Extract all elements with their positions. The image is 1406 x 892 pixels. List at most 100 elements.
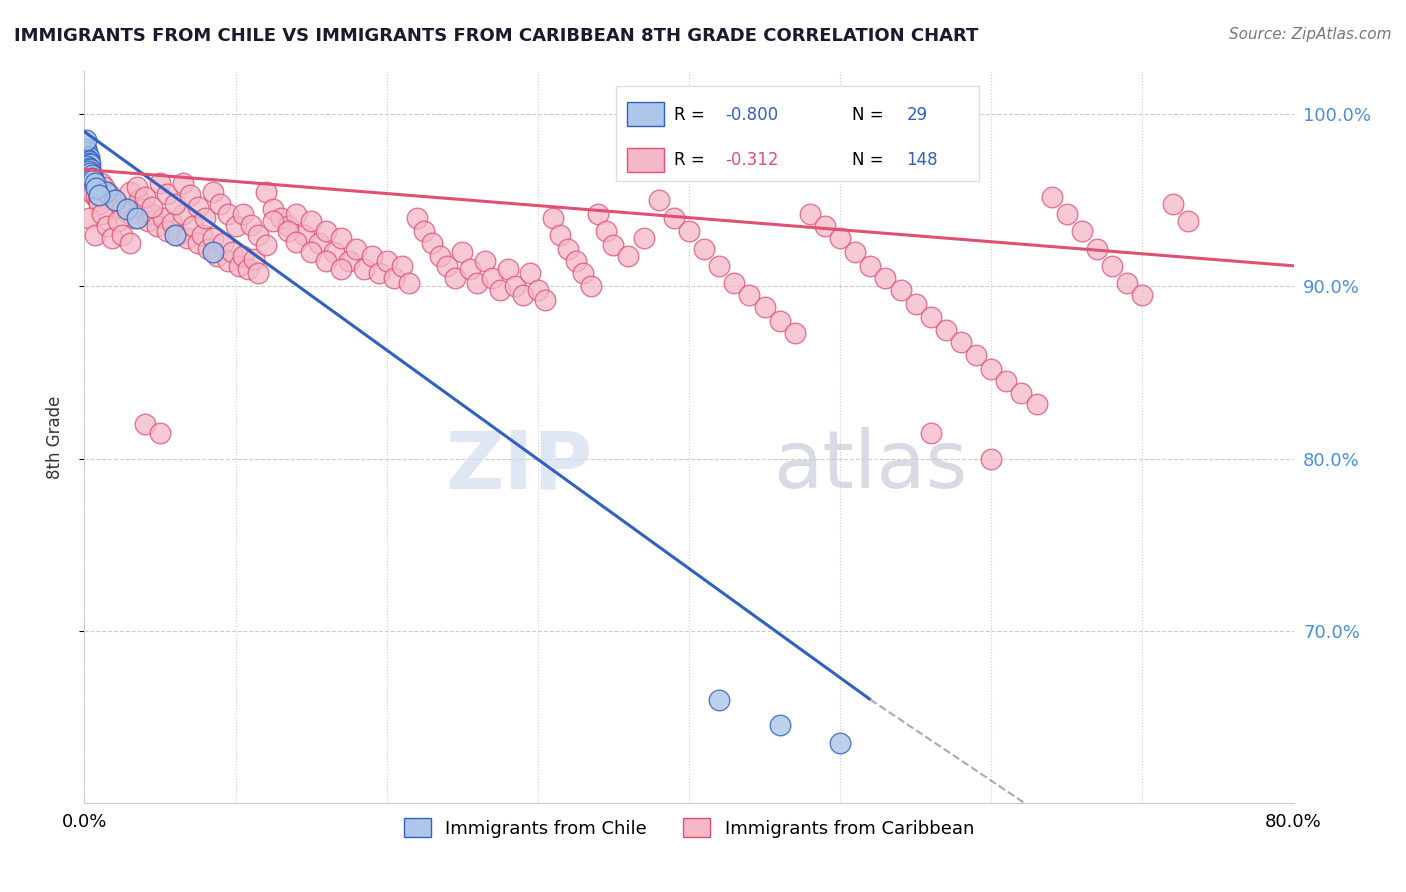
Point — [179, 188, 201, 202]
Point — [1116, 276, 1139, 290]
Point — [80, 168, 103, 182]
Point — [232, 207, 254, 221]
Point — [96, 219, 118, 234]
Point — [451, 245, 474, 260]
Text: IMMIGRANTS FROM CHILE VS IMMIGRANTS FROM CARIBBEAN 8TH GRADE CORRELATION CHART: IMMIGRANTS FROM CHILE VS IMMIGRANTS FROM… — [14, 27, 979, 45]
Point — [1130, 288, 1153, 302]
Point — [217, 207, 239, 221]
Point — [534, 293, 557, 308]
Point — [77, 155, 100, 169]
Point — [980, 451, 1002, 466]
Point — [382, 271, 405, 285]
Point — [77, 159, 100, 173]
Point — [75, 133, 97, 147]
Point — [844, 245, 866, 260]
Point — [429, 248, 451, 262]
Point — [76, 159, 98, 173]
Point — [156, 224, 179, 238]
Point — [98, 188, 121, 202]
Point — [346, 242, 368, 256]
Point — [236, 262, 259, 277]
Point — [225, 219, 247, 234]
Point — [1040, 190, 1063, 204]
Point — [172, 207, 194, 221]
Point — [84, 176, 107, 190]
Point — [360, 248, 382, 262]
Point — [134, 417, 156, 432]
Point — [588, 207, 610, 221]
Point — [662, 211, 685, 225]
Point — [783, 326, 806, 340]
Point — [118, 185, 141, 199]
Point — [353, 262, 375, 277]
Point — [572, 266, 595, 280]
Point — [77, 150, 100, 164]
Point — [232, 248, 254, 262]
Point — [420, 236, 443, 251]
Point — [436, 259, 458, 273]
Point — [93, 179, 115, 194]
Point — [308, 236, 330, 251]
Point — [1177, 214, 1199, 228]
Point — [242, 252, 264, 266]
Point — [315, 224, 337, 238]
Point — [79, 162, 101, 177]
Point — [277, 224, 299, 238]
Point — [104, 194, 127, 208]
Point — [118, 236, 141, 251]
Point — [754, 300, 776, 314]
Point — [77, 153, 100, 168]
Point — [107, 197, 129, 211]
Point — [550, 227, 572, 242]
Point — [890, 283, 912, 297]
Point — [262, 202, 284, 216]
Point — [602, 238, 624, 252]
Point — [100, 231, 122, 245]
Point — [709, 692, 731, 706]
Point — [277, 219, 299, 234]
Point — [1056, 207, 1078, 221]
Point — [292, 227, 315, 242]
Point — [337, 253, 360, 268]
Point — [564, 253, 586, 268]
Point — [904, 296, 927, 310]
Point — [375, 253, 398, 268]
Point — [830, 735, 852, 749]
Point — [89, 188, 111, 202]
Point — [723, 276, 745, 290]
Point — [935, 322, 957, 336]
Point — [875, 271, 897, 285]
Text: ZIP: ZIP — [444, 427, 592, 506]
Point — [141, 200, 163, 214]
Point — [79, 157, 101, 171]
Point — [149, 176, 172, 190]
Point — [239, 218, 262, 232]
Point — [247, 266, 270, 280]
Point — [980, 362, 1002, 376]
Point — [209, 197, 232, 211]
Legend: Immigrants from Chile, Immigrants from Caribbean: Immigrants from Chile, Immigrants from C… — [396, 811, 981, 845]
Point — [270, 211, 292, 225]
Point — [330, 262, 353, 277]
Point — [84, 227, 107, 242]
Point — [617, 248, 640, 262]
Point — [1161, 197, 1184, 211]
Point — [104, 194, 127, 208]
Point — [315, 253, 337, 268]
Point — [165, 197, 187, 211]
Point — [82, 173, 104, 187]
Point — [76, 149, 98, 163]
Point — [228, 259, 250, 273]
Point — [247, 227, 270, 242]
Point — [368, 266, 391, 280]
Point — [322, 245, 344, 260]
Point — [859, 259, 882, 273]
Point — [519, 266, 541, 280]
Point — [77, 164, 100, 178]
Point — [128, 194, 150, 208]
Point — [96, 185, 118, 199]
Point — [79, 179, 101, 194]
Point — [201, 245, 224, 260]
Point — [75, 145, 97, 160]
Point — [76, 152, 98, 166]
